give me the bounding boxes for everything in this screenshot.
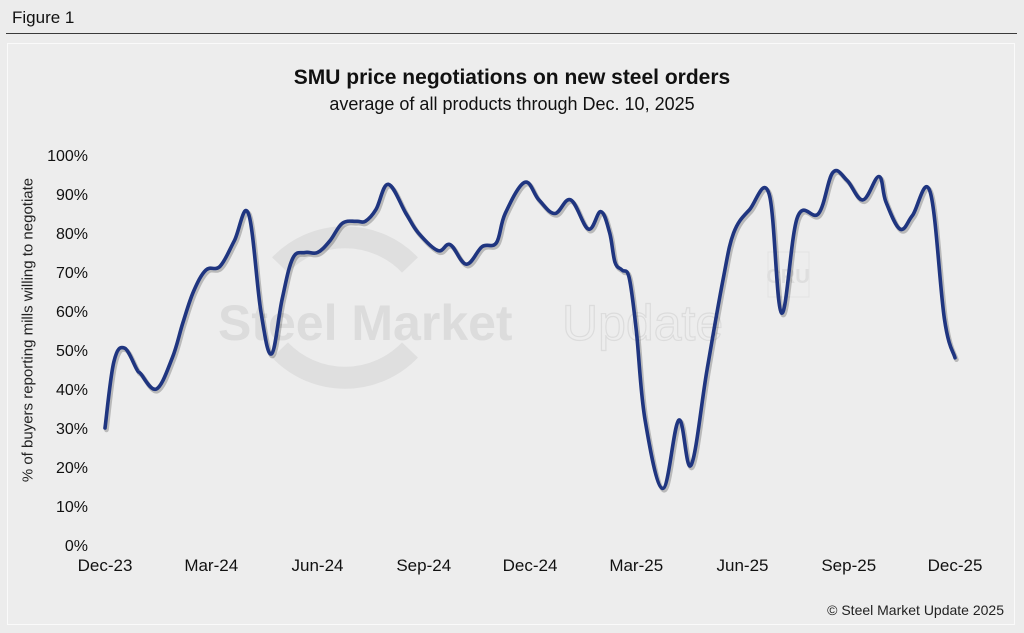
y-tick-label: 80% (56, 226, 88, 243)
data-point (817, 212, 821, 216)
x-tick-label: Dec-25 (928, 556, 983, 575)
data-point (259, 309, 263, 313)
figure-divider (6, 33, 1017, 34)
x-tick-label: Dec-23 (78, 556, 133, 575)
data-point (416, 231, 420, 235)
data-point (138, 371, 142, 375)
watermark-cru-box (767, 251, 810, 298)
data-point (795, 215, 799, 219)
data-point (877, 174, 881, 178)
data-point (942, 317, 946, 321)
data-point (122, 346, 126, 350)
y-tick-label: 0% (65, 538, 88, 555)
data-point (135, 368, 139, 372)
data-point (845, 178, 849, 182)
data-point (928, 190, 932, 194)
data-point (103, 426, 107, 430)
data-point (503, 212, 507, 216)
y-tick-label: 70% (56, 265, 88, 282)
x-axis-ticks: Dec-23 Mar-24 Jun-24 Sep-24 Dec-24 Mar-25 Jun-… (78, 556, 983, 575)
data-point (448, 243, 452, 247)
data-point (748, 208, 752, 212)
data-point (480, 245, 484, 249)
data-point (569, 198, 573, 202)
x-tick-label: Sep-25 (821, 556, 876, 575)
data-point (586, 227, 590, 231)
data-point (953, 356, 957, 360)
y-tick-label: 10% (56, 499, 88, 516)
data-point (599, 210, 603, 214)
data-point (204, 268, 208, 272)
data-point (494, 241, 498, 245)
data-point (386, 182, 390, 186)
watermark-text-thin: Update (562, 295, 723, 351)
data-point (328, 239, 332, 243)
series-line (103, 168, 957, 491)
y-tick-label: 50% (56, 343, 88, 360)
data-point (363, 219, 367, 223)
copyright-credit: © Steel Market Update 2025 (827, 602, 1004, 618)
data-point (911, 213, 915, 217)
y-tick-label: 30% (56, 421, 88, 438)
data-point (677, 418, 681, 422)
data-point (689, 463, 693, 467)
data-point (181, 321, 185, 325)
data-point (884, 200, 888, 204)
data-point (613, 260, 617, 264)
data-point (898, 227, 902, 231)
x-tick-label: Mar-24 (184, 556, 238, 575)
y-tick-label: 100% (47, 148, 88, 165)
data-point (861, 198, 865, 202)
data-point (643, 418, 647, 422)
data-point (464, 262, 468, 266)
data-point (721, 278, 725, 282)
data-point (831, 171, 835, 175)
y-tick-label: 90% (56, 187, 88, 204)
y-tick-label: 40% (56, 382, 88, 399)
data-point (705, 368, 709, 372)
data-point (303, 251, 307, 255)
data-point (608, 231, 612, 235)
data-point (553, 212, 557, 216)
chart-title: SMU price negotiations on new steel orde… (293, 66, 731, 89)
y-tick-label: 60% (56, 304, 88, 321)
data-point (354, 219, 358, 223)
data-point (192, 290, 196, 294)
data-point (154, 387, 158, 391)
data-point (537, 198, 541, 202)
data-point (620, 268, 624, 272)
data-point (661, 486, 665, 490)
data-point (634, 329, 638, 333)
x-tick-label: Dec-24 (503, 556, 558, 575)
data-point (374, 208, 378, 212)
x-tick-label: Mar-25 (609, 556, 663, 575)
watermark-logo-arc-lower (272, 342, 418, 389)
data-point (218, 264, 222, 268)
y-tick-label: 20% (56, 460, 88, 477)
data-point (779, 311, 783, 315)
y-axis-ticks: 0% 10% 20% 30% 40% 50% 60% 70% 80% 90% 100% (47, 148, 88, 555)
data-point (316, 251, 320, 255)
x-tick-label: Sep-24 (396, 556, 451, 575)
figure-label: Figure 1 (12, 8, 75, 27)
data-point (269, 352, 273, 356)
data-point (246, 212, 250, 216)
data-point (436, 249, 440, 253)
data-point (170, 356, 174, 360)
x-tick-label: Jun-25 (717, 556, 769, 575)
data-point (732, 231, 736, 235)
data-point (291, 256, 295, 260)
data-point (404, 212, 408, 216)
chart-subtitle: average of all products through Dec. 10,… (329, 94, 695, 114)
data-point (340, 221, 344, 225)
data-point (627, 276, 631, 280)
chart-panel (7, 43, 1015, 625)
data-point (767, 192, 771, 196)
data-point (523, 180, 527, 184)
data-point (112, 360, 116, 364)
data-point (280, 297, 284, 301)
x-tick-label: Jun-24 (292, 556, 344, 575)
data-point (232, 239, 236, 243)
